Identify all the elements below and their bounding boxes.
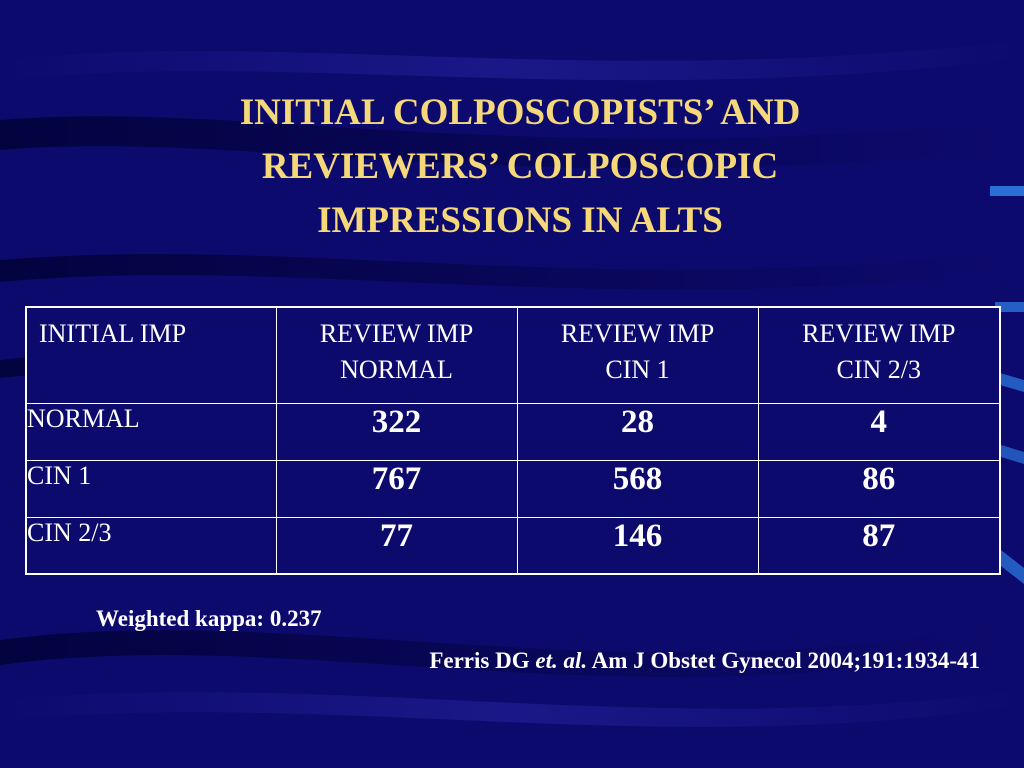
cell-value: 77 <box>275 516 518 575</box>
row-label: CIN 1 <box>25 459 277 518</box>
cell-value: 146 <box>516 516 759 575</box>
header-review-cin1: REVIEW IMP CIN 1 <box>516 306 759 404</box>
accent-bar-1 <box>990 186 1024 196</box>
cell-value: 322 <box>275 402 518 461</box>
header-review-cin23: REVIEW IMP CIN 2/3 <box>757 306 1001 404</box>
table-row: CIN 1 767 568 86 <box>25 459 1001 518</box>
impressions-table: INITIAL IMP REVIEW IMP NORMAL REVIEW IMP… <box>25 306 1001 575</box>
cell-value: 87 <box>757 516 1001 575</box>
table-row: NORMAL 322 28 4 <box>25 402 1001 461</box>
title-line-1: INITIAL COLPOSCOPISTS’ AND <box>239 92 801 133</box>
table-row: CIN 2/3 77 146 87 <box>25 516 1001 575</box>
cell-value: 767 <box>275 459 518 518</box>
weighted-kappa-note: Weighted kappa: 0.237 <box>96 606 322 631</box>
title-line-3: IMPRESSIONS IN ALTS <box>317 200 723 241</box>
citation-etal: et. al. <box>535 648 588 673</box>
cell-value: 86 <box>757 459 1001 518</box>
citation-authors: Ferris DG <box>429 648 530 673</box>
header-review-normal: REVIEW IMP NORMAL <box>275 306 518 404</box>
slide-title: INITIAL COLPOSCOPISTS’ AND REVIEWERS’ CO… <box>60 86 980 248</box>
cell-value: 4 <box>757 402 1001 461</box>
cell-value: 28 <box>516 402 759 461</box>
title-line-2: REVIEWERS’ COLPOSCOPIC <box>261 146 779 187</box>
header-initial-imp: INITIAL IMP <box>25 306 277 404</box>
accent-bar-2 <box>995 302 1024 312</box>
cell-value: 568 <box>516 459 759 518</box>
citation: Ferris DG et. al. Am J Obstet Gynecol 20… <box>429 648 980 674</box>
table-header-row: INITIAL IMP REVIEW IMP NORMAL REVIEW IMP… <box>25 306 1001 404</box>
row-label: NORMAL <box>25 402 277 461</box>
row-label: CIN 2/3 <box>25 516 277 575</box>
citation-journal: Am J Obstet Gynecol 2004;191:1934-41 <box>591 648 980 673</box>
